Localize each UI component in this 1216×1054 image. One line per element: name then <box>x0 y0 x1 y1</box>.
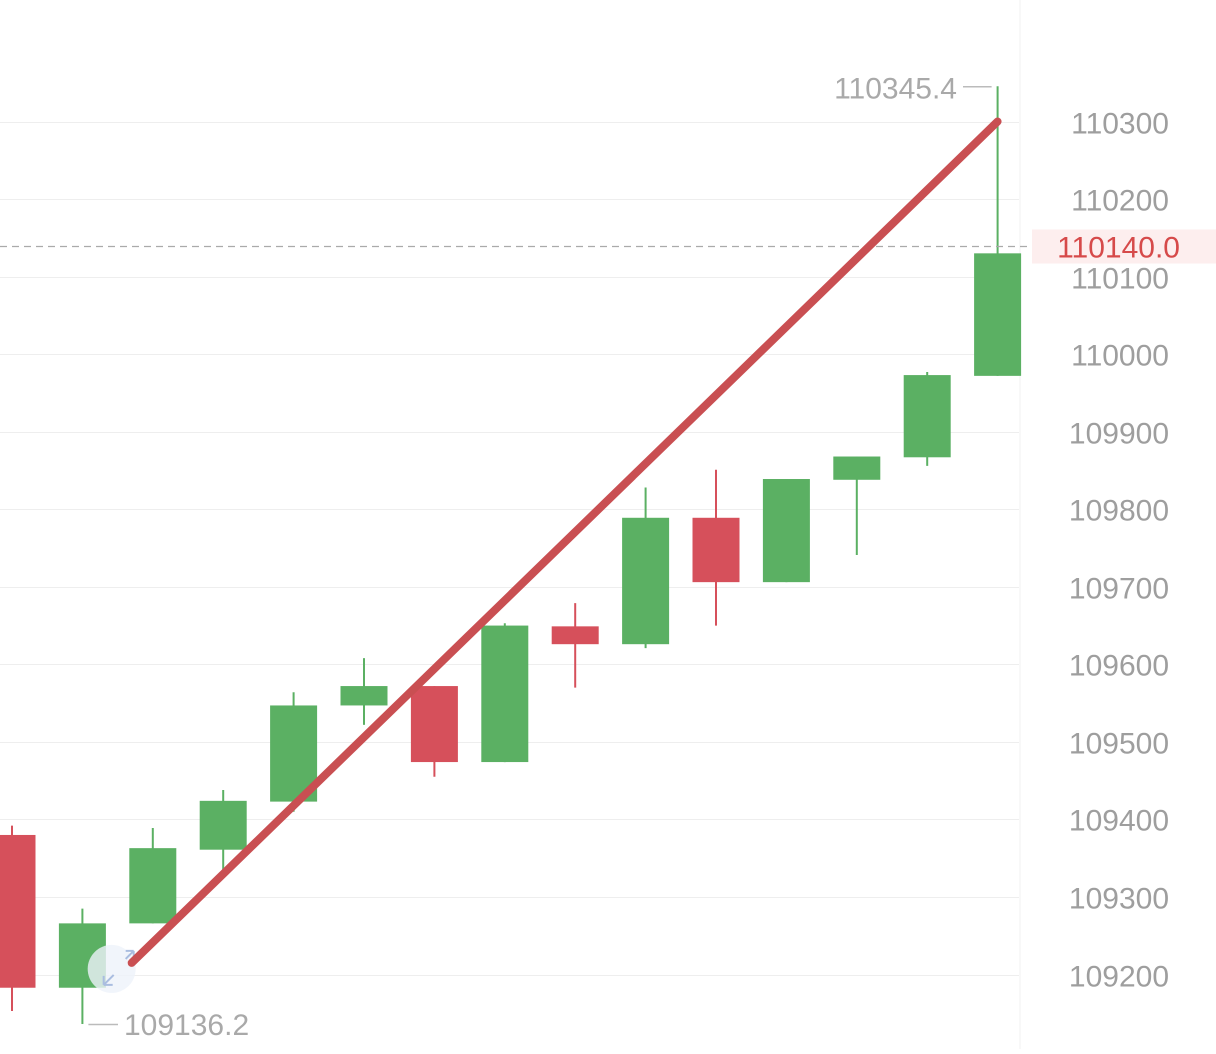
max-price-label: 110345.4 <box>834 72 957 105</box>
candle-body <box>129 848 177 924</box>
y-tick-label: 109800 <box>1069 495 1169 528</box>
candle-body <box>199 800 247 850</box>
resize-arrow-icon <box>102 974 115 986</box>
y-axis: 109200 109300 109400 109500 109600 109700 1098… <box>1069 108 1169 994</box>
candles <box>0 86 1022 1025</box>
candle-body <box>410 686 458 763</box>
y-tick-label: 109400 <box>1069 805 1169 838</box>
candle-body <box>481 625 529 763</box>
candle-body <box>692 517 740 583</box>
min-price-label: 109136.2 <box>124 1009 249 1042</box>
candle-body <box>903 375 951 458</box>
y-tick-label: 109600 <box>1069 650 1169 683</box>
candle-body <box>0 834 36 988</box>
y-tick-label: 109700 <box>1069 573 1169 606</box>
y-tick-label: 110000 <box>1071 340 1169 373</box>
y-tick-label: 109900 <box>1069 418 1169 451</box>
candle-body <box>833 456 881 480</box>
y-tick-label: 110100 <box>1071 263 1169 296</box>
candle-body <box>762 479 810 583</box>
trendline-handle <box>87 944 136 993</box>
y-tick-label: 109300 <box>1069 883 1169 916</box>
trendline <box>127 117 1002 967</box>
current-price-label: 110140.0 <box>1057 232 1180 265</box>
candle-body <box>974 253 1022 376</box>
y-tick-label: 109200 <box>1069 961 1169 994</box>
y-tick-label: 110300 <box>1071 108 1169 141</box>
candle-body <box>622 517 670 645</box>
candle-body <box>551 626 599 645</box>
annotations: 110140.0 110345.4 109136.2 <box>0 72 1216 1042</box>
y-tick-label: 109500 <box>1069 728 1169 761</box>
current-price-badge <box>1032 229 1216 264</box>
candle-body <box>340 686 388 706</box>
y-tick-label: 110200 <box>1071 185 1169 218</box>
